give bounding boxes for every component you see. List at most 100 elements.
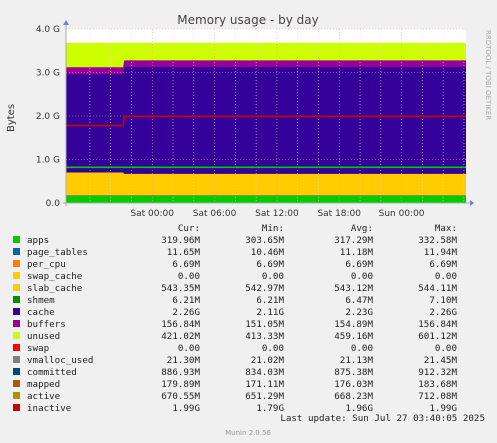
legend-cur-value: 543.35M (161, 283, 200, 294)
legend-max-value: 156.84M (418, 319, 457, 330)
legend-rows: apps 319.96M 303.65M 317.29M 332.58Mpage_tab… (13, 235, 457, 414)
y-tick-label: 2.0 G (36, 112, 60, 122)
legend-max-value: 1.99G (429, 403, 457, 414)
legend-avg-value: 21.13M (340, 355, 374, 366)
legend-label: vmalloc_used (27, 355, 93, 366)
legend-swatch (13, 368, 20, 375)
legend-row-page-tables: page_tables 11.65M 10.46M 11.18M 11.94M (13, 247, 457, 258)
legend-min-value: 6.69M (256, 259, 284, 270)
legend-min-value: 834.03M (245, 367, 284, 378)
x-axis-arrow (470, 200, 474, 206)
legend-header-avg: Avg: (351, 223, 373, 234)
legend-avg-value: 0.00 (351, 343, 373, 354)
legend-cur-value: 0.00 (178, 271, 200, 282)
x-tick-label: Sat 18:00 (317, 209, 361, 219)
legend-avg-value: 543.12M (334, 283, 373, 294)
legend-swatch (13, 272, 20, 279)
legend-min-value: 21.02M (251, 355, 285, 366)
area-apps (66, 196, 466, 203)
legend-label: apps (27, 235, 49, 246)
legend-swatch (13, 284, 20, 291)
legend-row-mapped: mapped 179.89M 171.11M 176.03M 183.68M (13, 379, 457, 390)
legend-row-cache: cache 2.26G 2.11G 2.23G 2.26G (13, 307, 457, 318)
legend-label: inactive (27, 403, 71, 414)
y-tick-labels: 0.0 1.0 G 2.0 G 3.0 G 4.0 G (36, 25, 60, 209)
legend-swatch (13, 236, 20, 243)
legend-swatch (13, 404, 20, 411)
legend-label: unused (27, 331, 60, 342)
legend-header-min: Min: (262, 223, 284, 234)
legend-avg-value: 317.29M (334, 235, 373, 246)
legend-label: mapped (27, 379, 60, 390)
legend-min-value: 0.00 (262, 271, 284, 282)
legend-swatch (13, 344, 20, 351)
legend-avg-value: 2.23G (345, 307, 373, 318)
legend-max-value: 7.10M (429, 295, 457, 306)
x-tick-label: Sat 00:00 (130, 209, 174, 219)
y-tick-label: 0.0 (46, 199, 61, 209)
legend-label: shmem (27, 295, 55, 306)
legend-max-value: 601.12M (418, 331, 457, 342)
x-tick-label: Sun 00:00 (379, 209, 425, 219)
legend-cur-value: 2.26G (172, 307, 200, 318)
legend-label: active (27, 391, 60, 402)
legend-label: committed (27, 367, 77, 378)
legend-cur-value: 179.89M (161, 379, 200, 390)
legend-row-per-cpu: per_cpu 6.69M 6.69M 6.69M 6.69M (13, 259, 457, 270)
legend-min-value: 651.29M (245, 391, 284, 402)
legend-cur-value: 6.69M (172, 259, 200, 270)
legend-max-value: 332.58M (418, 235, 457, 246)
legend-cur-value: 156.84M (161, 319, 200, 330)
y-tick-label: 1.0 G (36, 156, 60, 166)
rrdtool-credit: RRDTOOL / TOBI OETIKER (484, 30, 492, 120)
legend-avg-value: 176.03M (334, 379, 373, 390)
legend-max-value: 21.45M (424, 355, 458, 366)
y-axis-arrow (63, 20, 69, 25)
legend-label: swap_cache (27, 271, 82, 282)
legend-max-value: 11.94M (424, 247, 458, 258)
legend-cur-value: 11.65M (167, 247, 201, 258)
legend-label: per_cpu (27, 259, 66, 270)
legend-avg-value: 6.69M (345, 259, 373, 270)
legend-max-value: 2.26G (429, 307, 457, 318)
legend-min-value: 542.97M (245, 283, 284, 294)
legend-row-swap-cache: swap_cache 0.00 0.00 0.00 0.00 (13, 271, 457, 282)
legend-row-active: active 670.55M 651.29M 668.23M 712.08M (13, 391, 457, 402)
legend-label: swap (27, 343, 49, 354)
legend-min-value: 1.79G (256, 403, 284, 414)
legend-swatch (13, 260, 20, 267)
plot-area (63, 20, 474, 206)
legend-row-buffers: buffers 156.84M 151.05M 154.89M 156.84M (13, 319, 457, 330)
legend-row-committed: committed 886.93M 834.03M 875.38M 912.32M (13, 367, 457, 378)
legend-min-value: 6.21M (256, 295, 284, 306)
legend-row-unused: unused 421.02M 413.33M 459.16M 601.12M (13, 331, 457, 342)
legend-avg-value: 154.89M (334, 319, 373, 330)
line-inactive (66, 115, 466, 127)
legend-min-value: 0.00 (262, 343, 284, 354)
legend-swatch (13, 308, 20, 315)
legend-avg-value: 875.38M (334, 367, 373, 378)
legend-cur-value: 886.93M (161, 367, 200, 378)
legend-avg-value: 1.96G (345, 403, 373, 414)
legend-min-value: 2.11G (256, 307, 284, 318)
legend-swatch (13, 320, 20, 327)
legend-row-swap: swap 0.00 0.00 0.00 0.00 (13, 343, 457, 354)
last-update: Last update: Sun Jul 27 03:40:05 2025 (280, 413, 485, 424)
legend-min-value: 413.33M (245, 331, 284, 342)
chart-title: Memory usage - by day (177, 13, 318, 27)
legend-label: cache (27, 307, 55, 318)
legend-avg-value: 6.47M (345, 295, 373, 306)
legend-cur-value: 1.99G (172, 403, 200, 414)
legend-row-vmalloc-used: vmalloc_used 21.30M 21.02M 21.13M 21.45M (13, 355, 457, 366)
legend-max-value: 0.00 (435, 343, 457, 354)
line-layers (66, 115, 466, 169)
legend-cur-value: 21.30M (167, 355, 201, 366)
legend-header-max: Max: (435, 223, 457, 234)
legend-cur-value: 319.96M (161, 235, 200, 246)
legend-max-value: 183.68M (418, 379, 457, 390)
legend-cur-value: 0.00 (178, 343, 200, 354)
legend-max-value: 0.00 (435, 271, 457, 282)
legend-label: page_tables (27, 247, 88, 258)
legend-swatch (13, 380, 20, 387)
